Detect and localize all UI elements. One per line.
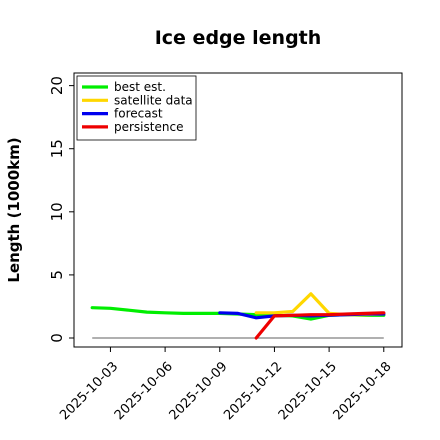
chart-title: Ice edge length xyxy=(155,27,322,49)
series-line-persistence xyxy=(254,311,386,340)
legend-label: satellite data xyxy=(114,93,193,107)
legend-label: persistence xyxy=(114,120,183,134)
plot-frame xyxy=(73,72,403,348)
series-layer xyxy=(90,292,386,340)
y-tick-label: 20 xyxy=(48,76,66,95)
legend-label: forecast xyxy=(114,107,163,121)
y-tick-label: 15 xyxy=(48,139,66,158)
legend-label: best est. xyxy=(114,80,166,94)
x-tick-label: 2025-10-18 xyxy=(331,359,395,423)
y-tick-label: 0 xyxy=(48,333,66,343)
x-axis-ticks: 2025-10-032025-10-062025-10-092025-10-12… xyxy=(57,347,395,423)
y-axis-ticks: 0 5 10 15 20 xyxy=(48,76,74,343)
series-line-satellite-data xyxy=(254,292,386,317)
legend: best est.satellite dataforecastpersisten… xyxy=(76,75,197,141)
y-tick-label: 5 xyxy=(48,270,66,280)
y-tick-label: 10 xyxy=(48,202,66,221)
y-axis-label: Length (1000km) xyxy=(5,137,23,282)
